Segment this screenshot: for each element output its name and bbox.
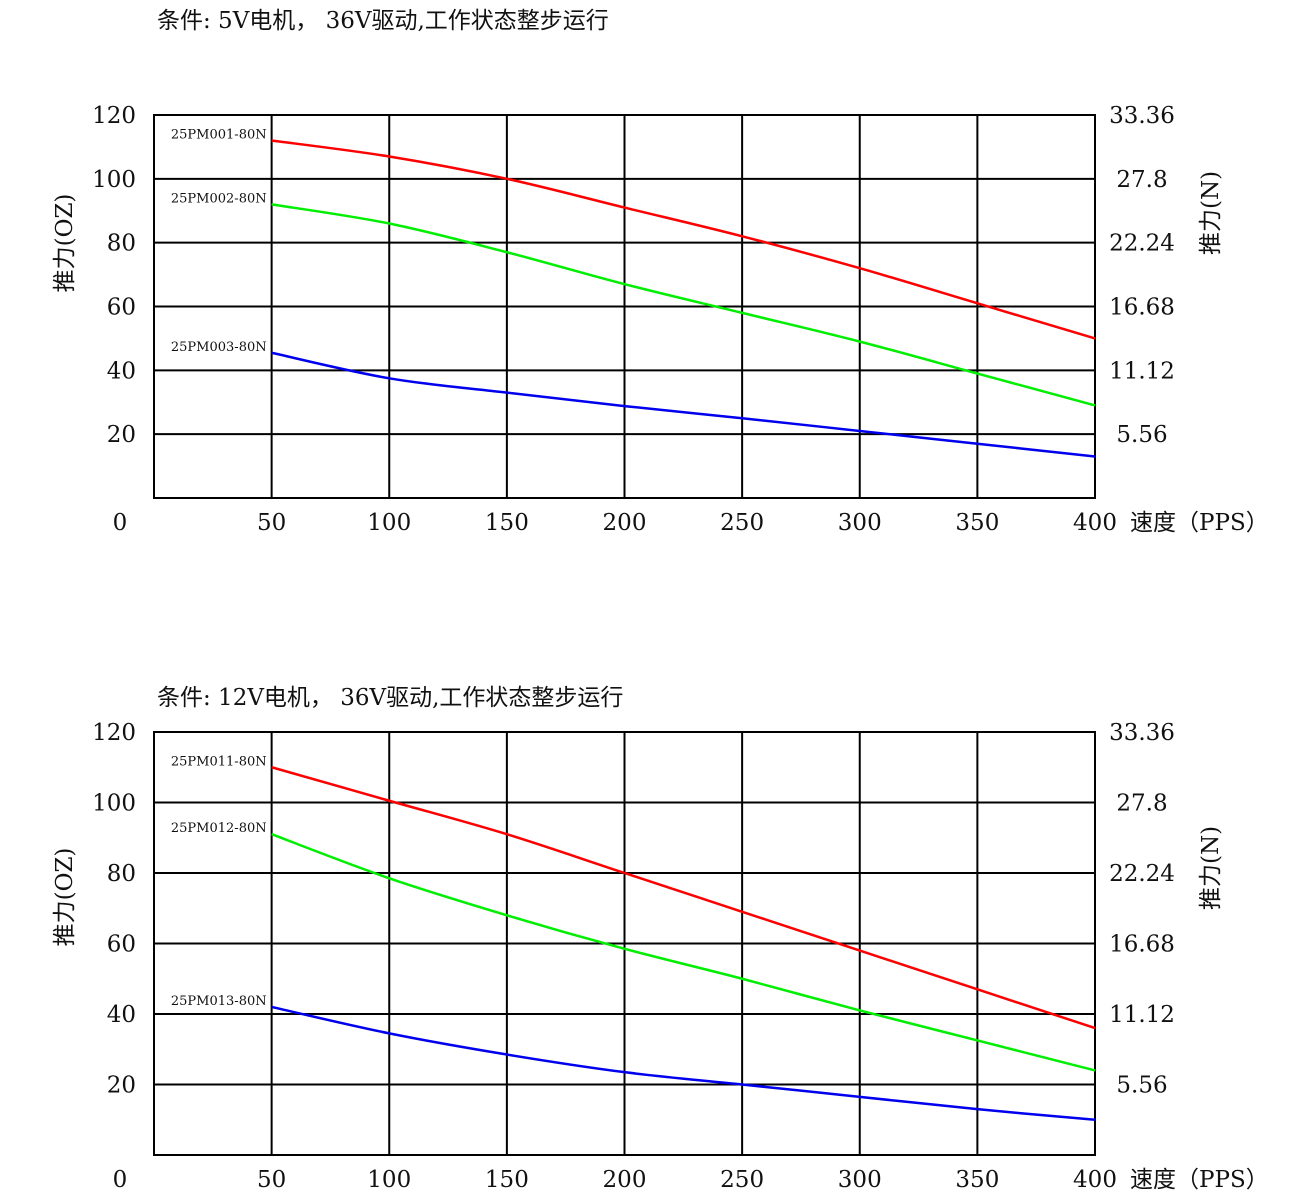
x-tick-label: 400 — [1073, 1167, 1117, 1193]
y-tick-label: 40 — [107, 358, 136, 384]
x-tick-label: 250 — [720, 1167, 764, 1193]
x-tick-label: 50 — [257, 1167, 286, 1193]
y2-tick-label: 22.24 — [1109, 861, 1175, 887]
series-label: 25PM011-80N — [171, 754, 267, 769]
series-line — [271, 1005, 1096, 1121]
series-line — [271, 833, 1096, 1072]
series-line — [271, 203, 1096, 407]
origin-label: 0 — [113, 1167, 128, 1193]
y-tick-label: 100 — [92, 791, 136, 817]
series-line — [271, 766, 1096, 1030]
y2-tick-label: 11.12 — [1109, 1002, 1175, 1028]
y-axis-label: 推力(OZ) — [52, 848, 78, 947]
y-tick-label: 20 — [107, 422, 136, 448]
x-tick-label: 300 — [838, 510, 882, 536]
origin-label: 0 — [113, 510, 128, 536]
y2-tick-label: 5.56 — [1116, 1073, 1167, 1099]
series-label: 25PM012-80N — [171, 821, 267, 836]
x-axis-label: 速度（PPS） — [1130, 510, 1269, 536]
series-line — [271, 139, 1096, 340]
y-tick-label: 60 — [107, 295, 136, 321]
y2-tick-label: 27.8 — [1116, 791, 1167, 817]
y2-tick-label: 16.68 — [1109, 295, 1175, 321]
x-tick-label: 150 — [485, 1167, 529, 1193]
series-label: 25PM002-80N — [171, 191, 267, 206]
y2-tick-label: 5.56 — [1116, 422, 1167, 448]
y2-tick-label: 27.8 — [1116, 167, 1167, 193]
x-tick-label: 350 — [955, 1167, 999, 1193]
x-tick-label: 250 — [720, 510, 764, 536]
x-tick-label: 50 — [257, 510, 286, 536]
y2-axis-label: 推力(N) — [1198, 826, 1224, 910]
x-tick-label: 100 — [367, 510, 411, 536]
y-tick-label: 120 — [92, 103, 136, 129]
y2-tick-label: 22.24 — [1109, 231, 1175, 257]
y-tick-label: 120 — [92, 720, 136, 746]
y2-tick-label: 11.12 — [1109, 358, 1175, 384]
x-tick-label: 350 — [955, 510, 999, 536]
series-label: 25PM013-80N — [171, 994, 267, 1009]
y2-tick-label: 16.68 — [1109, 932, 1175, 958]
x-axis-label: 速度（PPS） — [1130, 1167, 1269, 1193]
x-tick-label: 200 — [603, 1167, 647, 1193]
chart-title: 条件: 5V电机， 36V驱动,工作状态整步运行 — [157, 8, 609, 34]
y-tick-label: 60 — [107, 932, 136, 958]
y-axis-label: 推力(OZ) — [52, 194, 78, 293]
chart-title: 条件: 12V电机， 36V驱动,工作状态整步运行 — [157, 685, 623, 711]
x-tick-label: 400 — [1073, 510, 1117, 536]
y-tick-label: 100 — [92, 167, 136, 193]
x-tick-label: 300 — [838, 1167, 882, 1193]
series-label: 25PM001-80N — [171, 128, 267, 143]
series-label: 25PM003-80N — [171, 340, 267, 355]
x-tick-label: 200 — [603, 510, 647, 536]
y-tick-label: 20 — [107, 1073, 136, 1099]
x-tick-label: 150 — [485, 510, 529, 536]
y2-tick-label: 33.36 — [1109, 720, 1175, 746]
y2-tick-label: 33.36 — [1109, 103, 1175, 129]
y-tick-label: 40 — [107, 1002, 136, 1028]
y2-axis-label: 推力(N) — [1198, 171, 1224, 255]
x-tick-label: 100 — [367, 1167, 411, 1193]
y-tick-label: 80 — [107, 231, 136, 257]
y-tick-label: 80 — [107, 861, 136, 887]
series-line — [271, 351, 1096, 458]
